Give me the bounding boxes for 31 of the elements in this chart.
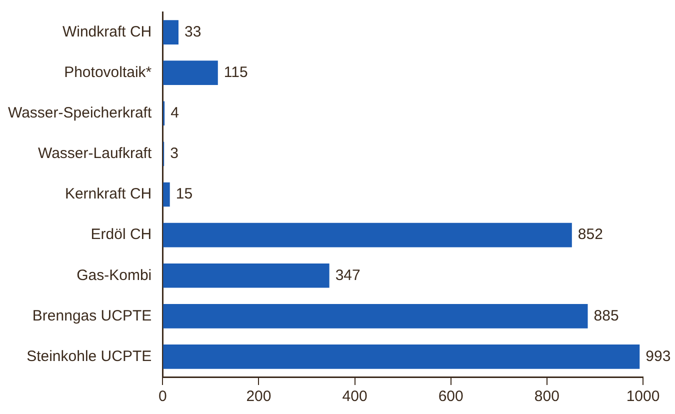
data-label: 852 — [578, 226, 603, 244]
x-tick-label: 0 — [158, 388, 167, 406]
data-label: 4 — [170, 104, 179, 122]
x-tick-label: 1000 — [626, 388, 660, 406]
y-tick-label: Kernkraft CH — [64, 186, 152, 203]
y-tick-label: Brenngas UCPTE — [32, 307, 152, 324]
y-tick-label: Steinkohle UCPTE — [26, 348, 152, 365]
bar — [163, 182, 170, 207]
y-tick-label: Erdöl CH — [90, 226, 152, 244]
y-tick-label: Wasser-Speicherkraft — [8, 104, 152, 122]
x-tick-label: 200 — [246, 388, 272, 406]
data-label: 15 — [176, 186, 193, 203]
x-tick-label: 800 — [534, 388, 560, 406]
bar — [163, 263, 330, 288]
y-tick-label: Wasser-Laufkraft — [38, 145, 152, 162]
data-label: 885 — [594, 307, 619, 324]
x-tick-label: 400 — [342, 388, 368, 406]
bar — [163, 20, 178, 44]
data-label: 33 — [184, 23, 202, 40]
y-tick-label: Windkraft CH — [62, 23, 152, 40]
data-label: 347 — [335, 266, 360, 284]
bar — [163, 304, 588, 328]
x-tick-label: 600 — [438, 388, 464, 406]
y-tick-label: Gas-Kombi — [76, 266, 152, 284]
y-tick-label: Photovoltaik* — [64, 64, 152, 81]
data-label: 993 — [646, 348, 671, 365]
bar — [163, 222, 572, 248]
data-label: 3 — [170, 145, 178, 162]
bar — [163, 344, 640, 369]
data-label: 115 — [224, 64, 248, 81]
bar — [163, 60, 218, 85]
